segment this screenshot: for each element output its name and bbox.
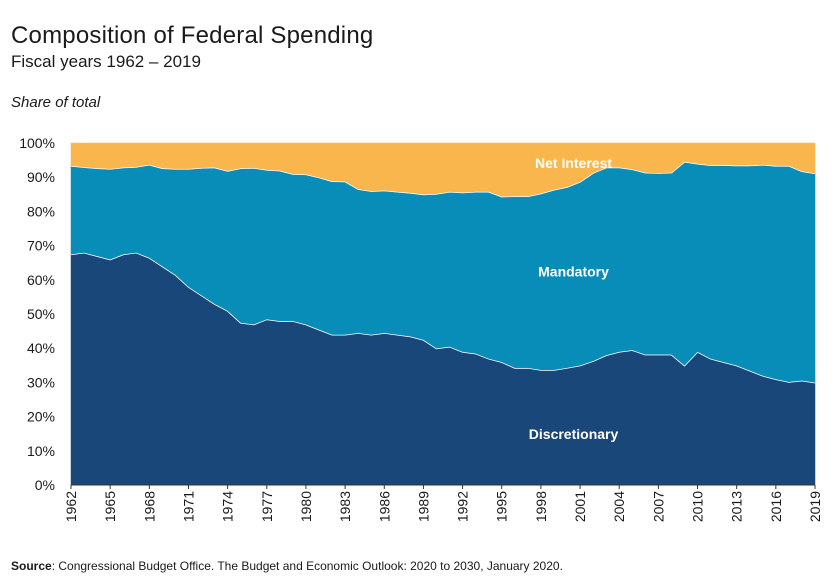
series-label-net-interest: Net Interest [535,155,612,171]
x-tick-label: 2007 [650,491,666,522]
x-tick-label: 1998 [533,491,549,522]
y-tick-label: 40% [27,340,55,356]
series-label-discretionary: Discretionary [529,426,619,442]
x-tick-label: 2010 [690,491,706,522]
x-tick-label: 1980 [298,491,314,522]
x-tick-label: 1995 [494,491,510,522]
series-label-mandatory: Mandatory [538,263,609,279]
x-tick-label: 2016 [768,491,784,522]
source-text: : Congressional Budget Office. The Budge… [51,559,563,573]
x-tick-label: 1971 [180,491,196,522]
y-axis-label: Share of total [11,94,101,111]
x-tick-label: 1965 [102,491,118,522]
x-tick-label: 1962 [63,491,79,522]
y-tick-label: 60% [27,272,55,288]
y-tick-label: 10% [27,443,55,459]
chart-areas [70,142,816,486]
x-tick-label: 2019 [807,491,823,522]
y-tick-label: 70% [27,238,55,254]
x-tick-label: 2013 [729,491,745,522]
y-tick-label: 0% [35,477,55,493]
y-tick-label: 20% [27,409,55,425]
source-note: Source: Congressional Budget Office. The… [11,559,563,573]
x-tick-label: 1983 [337,491,353,522]
x-tick-label: 1989 [415,491,431,522]
y-tick-label: 50% [27,306,55,322]
y-tick-label: 100% [19,135,55,151]
x-axis-ticks: 1962 1965 1968 1971 1974 1977 1980 1983 1986 1989… [63,485,823,522]
source-label: Source [11,559,52,573]
y-tick-label: 90% [27,169,55,185]
x-tick-label: 2001 [572,491,588,522]
x-tick-label: 1992 [455,491,471,522]
series-labels: Discretionary Mandatory Net Interest [529,155,619,442]
chart-subtitle: Fiscal years 1962 – 2019 [11,52,201,71]
x-tick-label: 1974 [220,491,236,522]
x-tick-label: 1977 [259,491,275,522]
y-tick-label: 80% [27,203,55,219]
area-net-interest [70,142,816,197]
x-tick-label: 1986 [376,491,392,522]
chart-title: Composition of Federal Spending [11,22,374,49]
x-tick-label: 1968 [141,491,157,522]
x-tick-label: 2004 [611,491,627,522]
y-tick-label: 30% [27,374,55,390]
y-axis-ticks: 0% 10% 20% 30% 40% 50% 60% 70% 80% 90% 100% [19,135,55,493]
